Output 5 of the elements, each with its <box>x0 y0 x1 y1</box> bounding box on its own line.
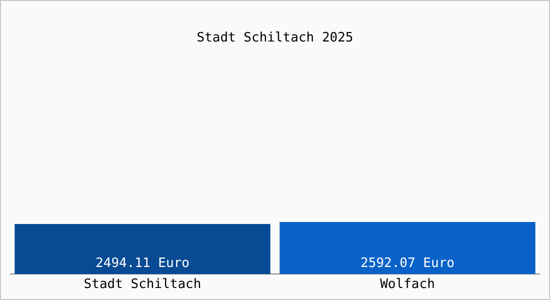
data-label: 2592.07 Euro <box>360 256 454 271</box>
data-label: 2494.11 Euro <box>96 256 190 271</box>
chart-title: Stadt Schiltach 2025 <box>196 30 354 46</box>
x-tick-label: Wolfach <box>380 277 435 292</box>
x-tick-label: Stadt Schiltach <box>84 277 202 292</box>
